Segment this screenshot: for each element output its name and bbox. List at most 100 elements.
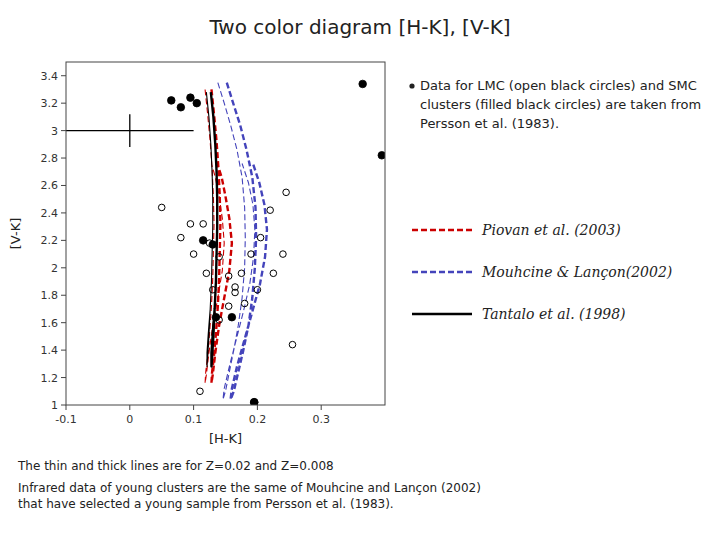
filled-point: [187, 94, 195, 102]
x-tick-label: 0.1: [185, 413, 203, 426]
filled-point: [250, 398, 258, 405]
open-point: [289, 341, 296, 348]
note-line: Persson et al. (1983).: [420, 116, 559, 131]
y-tick: [61, 405, 66, 406]
model-curve: [205, 89, 224, 383]
y-tick-label: 3.4: [41, 70, 59, 83]
open-point: [267, 207, 274, 214]
note: Data for LMC (open black circles) and SM…: [420, 78, 701, 131]
filled-point: [228, 313, 236, 321]
open-point: [197, 388, 204, 395]
open-point: [270, 270, 277, 277]
filled-point: [167, 97, 175, 105]
y-tick: [61, 75, 66, 76]
open-point: [158, 204, 165, 211]
open-point: [216, 254, 223, 261]
y-tick: [61, 103, 66, 104]
open-point: [248, 251, 255, 258]
filled-point: [177, 103, 185, 111]
filled-point: [212, 313, 220, 321]
open-point: [238, 270, 245, 277]
title: Two color diagram [H-K], [V-K]: [208, 15, 510, 39]
filled-point: [209, 241, 217, 249]
plot-frame: [66, 62, 385, 405]
open-point: [200, 221, 207, 228]
open-point: [209, 286, 216, 293]
y-tick-label: 3: [51, 125, 58, 138]
footnote-line: Infrared data of young clusters are the …: [18, 481, 481, 495]
open-point: [203, 270, 210, 277]
plot-background: [66, 62, 385, 405]
x-tick: [129, 405, 130, 410]
legend-swatch: [412, 229, 472, 231]
footnote: The thin and thick lines are for Z=0.02 …: [17, 459, 334, 473]
y-tick: [61, 130, 66, 131]
legend-label: Tantalo et al. (1998): [482, 306, 626, 322]
x-tick-label: -0.1: [55, 413, 76, 426]
y-tick-label: 2.8: [41, 152, 59, 165]
y-tick-label: 1.4: [41, 344, 59, 357]
x-tick: [193, 405, 194, 410]
open-point: [232, 289, 239, 296]
y-tick: [61, 267, 66, 268]
open-point: [280, 251, 287, 258]
model-curve: [227, 83, 267, 400]
legend: Piovan et al. (2003) Mouhcine & Lançon(20…: [412, 222, 672, 322]
footnote-line: The thin and thick lines are for Z=0.02 …: [17, 459, 334, 473]
open-point: [190, 251, 197, 258]
filled-point: [199, 237, 207, 245]
filled-point: [193, 99, 201, 107]
footnote: Infrared data of young clusters are the …: [18, 481, 481, 511]
y-tick-label: 3.2: [41, 97, 59, 110]
y-tick-label: 1.8: [41, 289, 59, 302]
footnote-line: that have selected a young sample from P…: [18, 497, 394, 511]
y-tick-label: 2.4: [41, 207, 59, 220]
filled-point: [359, 80, 367, 88]
y-tick: [61, 377, 66, 378]
model-curve: [206, 92, 212, 366]
open-point: [178, 234, 185, 241]
x-tick-label: 0: [126, 413, 133, 426]
x-tick: [66, 405, 67, 410]
filled-point: [378, 151, 385, 159]
legend-label: Piovan et al. (2003): [481, 222, 621, 238]
y-tick-label: 2.6: [41, 179, 59, 192]
x-axis-label: [H-K]: [209, 431, 242, 446]
bullet: [409, 83, 414, 88]
y-axis-label: [V-K]: [8, 218, 23, 250]
y-tick-label: 2.2: [41, 234, 59, 247]
legend-swatch: [412, 313, 472, 315]
y-tick-label: 1.2: [41, 372, 59, 385]
error-cross-vertical: [129, 114, 130, 147]
marks: [66, 80, 385, 405]
y-tick: [61, 158, 66, 159]
open-point: [225, 303, 232, 310]
y-tick-label: 1: [51, 399, 58, 412]
x-tick: [321, 405, 322, 410]
y-tick-label: 2: [51, 262, 58, 275]
y-tick: [61, 185, 66, 186]
y-tick: [61, 212, 66, 213]
y-tick-label: 1.6: [41, 317, 59, 330]
filled-point: [250, 398, 258, 405]
y-tick: [61, 295, 66, 296]
model-curve: [211, 92, 217, 366]
axes: -0.100.10.20.311.21.41.61.822.22.42.62.8…: [41, 70, 330, 426]
note-line: clusters (filled black circles) are take…: [420, 97, 701, 112]
note-line: Data for LMC (open black circles) and SM…: [420, 78, 697, 93]
legend-label: Mouhcine & Lançon(2002): [481, 264, 672, 280]
model-curve: [211, 89, 231, 383]
model-curve: [218, 83, 255, 400]
open-point: [225, 273, 232, 280]
open-point: [254, 286, 261, 293]
y-tick: [61, 322, 66, 323]
y-tick: [61, 240, 66, 241]
legend-swatch: [412, 271, 472, 273]
open-point: [283, 189, 290, 196]
x-tick: [257, 405, 258, 410]
open-point: [241, 300, 248, 307]
chart: Two color diagram [H-K], [V-K] -0.1 0 0.1 0.…: [0, 0, 720, 540]
y-tick: [61, 350, 66, 351]
x-tick-label: 0.3: [312, 413, 330, 426]
open-point: [187, 221, 194, 228]
